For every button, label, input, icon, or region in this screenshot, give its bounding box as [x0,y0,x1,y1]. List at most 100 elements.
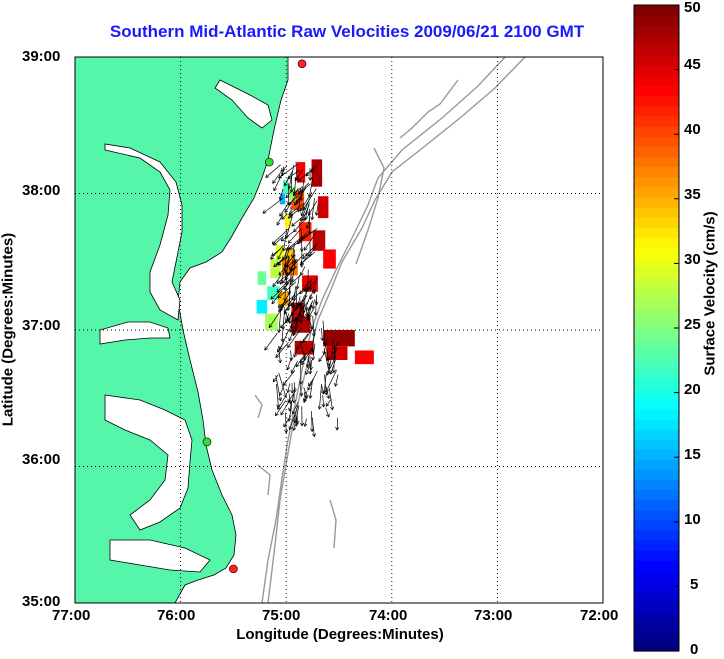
velocity-patch [323,249,336,269]
colorbar-segment [634,5,679,16]
velocity-vector [303,233,316,251]
radar-station-marker [229,564,238,574]
colorbar-segment [634,590,679,602]
velocity-vector [270,244,284,260]
velocity-vector [335,417,340,431]
velocity-vector [276,213,284,226]
colorbar-segment [634,620,679,632]
velocity-vector [284,193,298,213]
velocity-vector [279,264,287,285]
colorbar-tick-label: 35 [684,186,701,203]
bathymetry-contour [254,394,263,419]
velocity-vector [307,358,312,367]
colorbar-segment [634,388,679,400]
colorbar-segment [634,479,679,491]
velocity-vector [307,301,313,311]
velocity-vector [271,290,283,305]
velocity-vector [320,327,325,341]
colorbar-segment [634,539,679,551]
velocity-vector [290,243,295,259]
colorbar-segment [634,328,679,339]
colorbar-segment [634,75,679,87]
map-frame [74,56,604,604]
velocity-vector [277,281,297,299]
velocity-vector [324,374,329,396]
velocity-vector [299,294,305,306]
velocity-patch [326,346,348,361]
colorbar-segment [634,499,679,511]
velocity-vector [287,403,293,422]
velocity-vector [283,288,288,302]
y-tick-label: 37:00 [22,317,61,334]
colorbar-segment [634,267,679,279]
colorbar-segment [634,45,679,57]
velocity-vector [282,229,288,252]
velocity-vector [305,366,310,375]
velocity-patch [270,259,281,279]
velocity-vector [290,360,299,374]
velocity-vector [283,415,292,428]
colorbar-segment [634,25,679,36]
map-title: Southern Mid-Atlantic Raw Velocities 200… [109,22,585,41]
x-tick-label: 73:00 [474,607,513,624]
velocity-vector [287,327,303,348]
velocity-vector [297,183,311,195]
velocity-vector [290,262,296,283]
colorbar-segment [634,358,679,369]
y-tick-label: 35:00 [22,593,61,610]
velocity-patch [354,350,374,365]
velocity-vector [291,212,308,227]
colorbar-segment [634,287,679,299]
velocity-vector [314,203,319,216]
colorbar-segment [634,570,679,581]
velocity-vector [270,283,289,300]
colorbar-segment [634,368,679,380]
velocity-vector [277,248,284,260]
colorbar-segment [634,216,679,228]
velocity-vector [262,198,283,214]
colorbar-label: Surface Velocity (cm/s) [701,211,719,376]
velocity-patch [323,330,355,347]
bathymetry-contour [261,56,506,604]
x-tick-label: 75:00 [262,607,301,624]
velocity-patch [311,159,323,187]
velocity-vector [278,163,298,179]
colorbar-segment [634,580,679,592]
velocity-vector [286,383,291,394]
velocity-vector [295,274,300,290]
velocity-vector [265,164,281,178]
colorbar-segment [634,65,679,77]
colorbar-segment [634,439,679,450]
radar-station-marker [202,437,212,447]
velocity-patch [265,313,278,330]
velocity-vector [288,234,309,250]
bathymetry-contour [355,147,385,265]
x-tick-label: 74:00 [369,607,408,624]
colorbar-tick-label: 45 [684,56,701,73]
colorbar-segment [634,449,679,460]
bay-water [99,321,171,345]
velocity-vector [264,332,278,351]
velocity-patch [267,286,280,300]
velocity-vector [278,254,295,276]
y-tick-label: 36:00 [22,451,61,468]
bay-water [109,539,211,573]
velocity-vector [332,348,337,360]
colorbar-segment [634,418,679,430]
colorbar-tick-label: 10 [684,511,701,528]
colorbar-segment [634,206,679,218]
colorbar-segment [634,640,679,652]
velocity-vector [292,187,299,197]
velocity-vector [280,330,285,342]
velocity-vector [273,257,285,268]
velocity-vector [326,347,331,367]
velocity-vector [303,202,310,221]
velocity-vector [307,370,318,391]
velocity-vector [290,295,308,316]
velocity-patch [317,196,329,219]
colorbar-segment [634,156,679,168]
colorbar-segment [634,237,679,248]
x-tick-label: 76:00 [157,607,196,624]
velocity-vector [272,274,282,287]
velocity-vector [280,400,290,416]
